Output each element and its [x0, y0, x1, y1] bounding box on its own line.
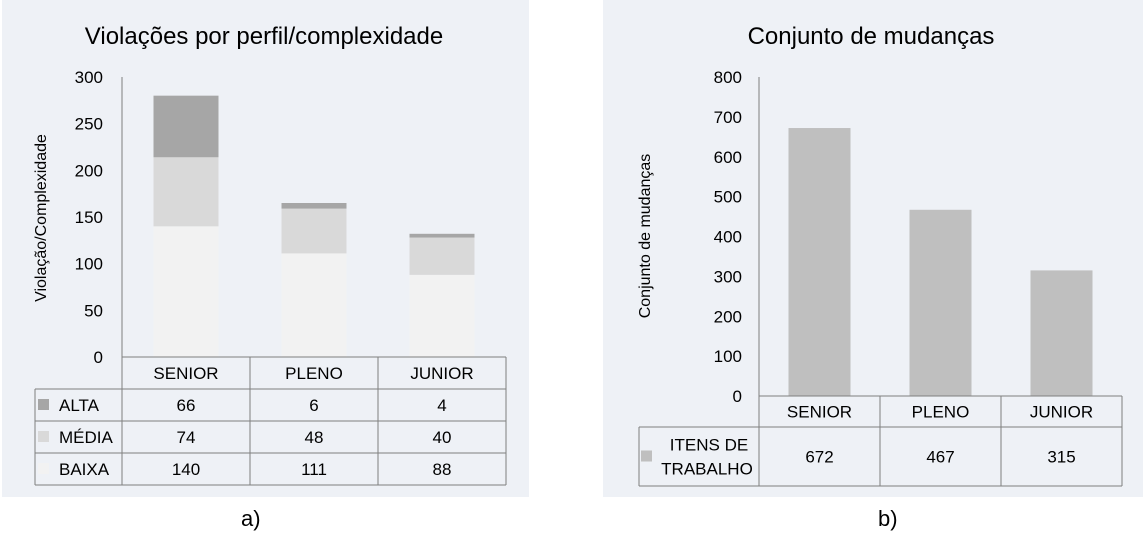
y-tick-label: 200	[75, 161, 103, 180]
bar-baixa-senior	[153, 226, 219, 357]
legend-label-alta: ALTA	[59, 396, 100, 415]
legend-swatch-alta	[38, 399, 49, 410]
y-tick-label: 700	[714, 108, 742, 127]
legend-swatch-itens-de-trabalho	[641, 450, 652, 462]
data-label: 140	[172, 460, 200, 479]
x-tick-label: JUNIOR	[1030, 403, 1093, 422]
y-tick-label: 200	[714, 307, 742, 326]
caption-b: b)	[878, 506, 898, 531]
bar-baixa-pleno	[281, 253, 347, 357]
y-axis-label-b: Conjunto de mudanças	[637, 154, 654, 319]
y-tick-label: 800	[714, 68, 742, 87]
bar-alta-senior	[153, 95, 219, 158]
legend-label-itens-de-trabalho: ITENS DE TRABALHO	[661, 436, 753, 479]
data-label: 40	[433, 428, 452, 447]
bar-m-dia-junior	[409, 237, 475, 275]
bar-m-dia-pleno	[281, 208, 347, 254]
y-tick-label: 150	[75, 208, 103, 227]
chart-panel-b	[603, 0, 1143, 497]
y-tick-label: 0	[94, 348, 103, 367]
data-label: 88	[433, 460, 452, 479]
bar-alta-pleno	[281, 203, 347, 209]
y-axis-label-a: Violação/Complexidade	[33, 134, 50, 302]
legend-swatch-m-dia	[38, 431, 49, 442]
y-tick-label: 0	[733, 387, 742, 406]
y-tick-label: 300	[75, 68, 103, 87]
y-tick-label: 250	[75, 115, 103, 134]
y-tick-label: 400	[714, 228, 742, 247]
bar-m-dia-senior	[153, 157, 219, 227]
data-label: 74	[177, 428, 196, 447]
x-tick-label: PLENO	[912, 403, 970, 422]
bar-itens-de-trabalho-junior	[1030, 270, 1093, 396]
data-label: 6	[309, 396, 318, 415]
data-label: 4	[437, 396, 446, 415]
caption-a: a)	[241, 506, 261, 531]
y-tick-label: 600	[714, 148, 742, 167]
chart-title-b: Conjunto de mudanças	[748, 23, 995, 50]
y-tick-label: 100	[714, 347, 742, 366]
legend-label-m-dia: MÉDIA	[59, 428, 114, 447]
data-label: 66	[177, 396, 196, 415]
legend-swatch-baixa	[38, 463, 49, 474]
y-tick-label: 100	[75, 255, 103, 274]
bar-alta-junior	[409, 233, 475, 238]
x-tick-label: PLENO	[285, 364, 343, 383]
y-tick-label: 50	[84, 301, 103, 320]
x-tick-label: SENIOR	[787, 403, 852, 422]
data-label: 315	[1047, 448, 1075, 467]
bar-itens-de-trabalho-senior	[788, 128, 851, 397]
bar-baixa-junior	[409, 274, 475, 357]
y-tick-label: 300	[714, 267, 742, 286]
data-label: 672	[805, 448, 833, 467]
x-tick-label: JUNIOR	[410, 364, 473, 383]
bar-itens-de-trabalho-pleno	[909, 209, 972, 396]
x-tick-label: SENIOR	[153, 364, 218, 383]
data-label: 48	[305, 428, 324, 447]
legend-label-baixa: BAIXA	[59, 460, 110, 479]
y-tick-label: 500	[714, 188, 742, 207]
data-label: 467	[926, 448, 954, 467]
chart-title-a: Violações por perfil/complexidade	[85, 23, 443, 50]
data-label: 111	[301, 460, 327, 479]
